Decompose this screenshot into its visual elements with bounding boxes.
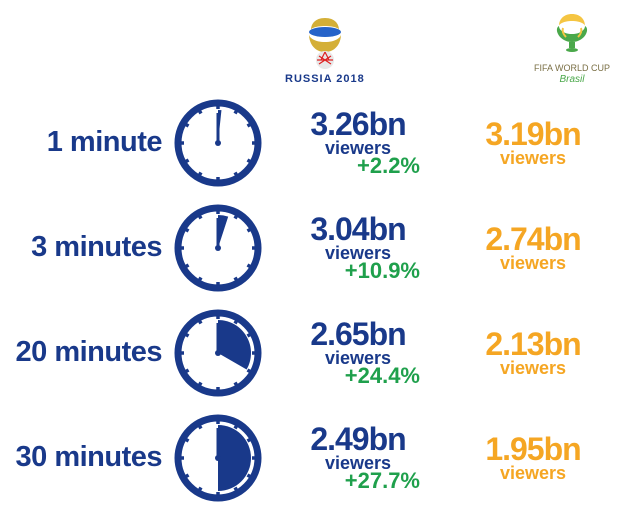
- data-row: 30 minutes 2.49bn viewers +27.7% 1.95bn …: [0, 405, 630, 510]
- brasil-cell: 2.74bn viewers: [448, 223, 618, 272]
- data-row: 3 minutes 3.04bn viewers +10.9% 2.74bn v…: [0, 195, 630, 300]
- clock-cell: [168, 204, 268, 292]
- brasil-cell: 2.13bn viewers: [448, 328, 618, 377]
- time-label: 1 minute: [0, 126, 168, 159]
- data-rows: 1 minute 3.26bn viewers +2.2% 3.19bn vie…: [0, 90, 630, 510]
- brasil-label: FIFA WORLD CUP Brasil: [534, 64, 610, 85]
- russia-pct-change: +10.9%: [345, 260, 420, 282]
- header-logos: RUSSIA 2018 FIFA WORLD CUP Brasil: [285, 12, 610, 85]
- russia-cell: 3.04bn viewers +10.9%: [268, 213, 448, 282]
- brasil-viewers-label: viewers: [500, 149, 566, 167]
- clock-icon: [174, 204, 262, 292]
- clock-cell: [168, 414, 268, 502]
- world-cup-brasil-icon: [549, 12, 595, 62]
- russia-label: RUSSIA 2018: [285, 74, 365, 85]
- russia-cell: 3.26bn viewers +2.2%: [268, 108, 448, 177]
- russia-cell: 2.49bn viewers +27.7%: [268, 423, 448, 492]
- brasil-2014-logo: FIFA WORLD CUP Brasil: [534, 12, 610, 85]
- brasil-viewers-label: viewers: [500, 359, 566, 377]
- data-row: 20 minutes 2.65bn viewers +24.4% 2.13bn …: [0, 300, 630, 405]
- russia-value: 2.65bn: [310, 318, 405, 350]
- brasil-label-line2: Brasil: [534, 74, 610, 85]
- russia-value: 3.26bn: [310, 108, 405, 140]
- brasil-cell: 3.19bn viewers: [448, 118, 618, 167]
- world-cup-russia-icon: [297, 16, 353, 72]
- brasil-value: 2.74bn: [485, 223, 580, 255]
- russia-value: 2.49bn: [310, 423, 405, 455]
- time-label: 20 minutes: [0, 336, 168, 369]
- clock-icon: [174, 414, 262, 502]
- brasil-viewers-label: viewers: [500, 254, 566, 272]
- data-row: 1 minute 3.26bn viewers +2.2% 3.19bn vie…: [0, 90, 630, 195]
- russia-pct-change: +27.7%: [345, 470, 420, 492]
- brasil-value: 1.95bn: [485, 433, 580, 465]
- russia-label-line1: RUSSIA: [285, 73, 332, 85]
- russia-2018-logo: RUSSIA 2018: [285, 16, 365, 85]
- clock-cell: [168, 99, 268, 187]
- brasil-value: 3.19bn: [485, 118, 580, 150]
- time-label: 30 minutes: [0, 441, 168, 474]
- clock-icon: [174, 99, 262, 187]
- brasil-label-line1: FIFA WORLD CUP: [534, 63, 610, 73]
- russia-label-line2: 2018: [336, 73, 364, 85]
- time-label: 3 minutes: [0, 231, 168, 264]
- brasil-cell: 1.95bn viewers: [448, 433, 618, 482]
- russia-cell: 2.65bn viewers +24.4%: [268, 318, 448, 387]
- clock-icon: [174, 309, 262, 397]
- brasil-viewers-label: viewers: [500, 464, 566, 482]
- russia-value: 3.04bn: [310, 213, 405, 245]
- brasil-value: 2.13bn: [485, 328, 580, 360]
- russia-pct-change: +2.2%: [357, 155, 420, 177]
- clock-cell: [168, 309, 268, 397]
- russia-pct-change: +24.4%: [345, 365, 420, 387]
